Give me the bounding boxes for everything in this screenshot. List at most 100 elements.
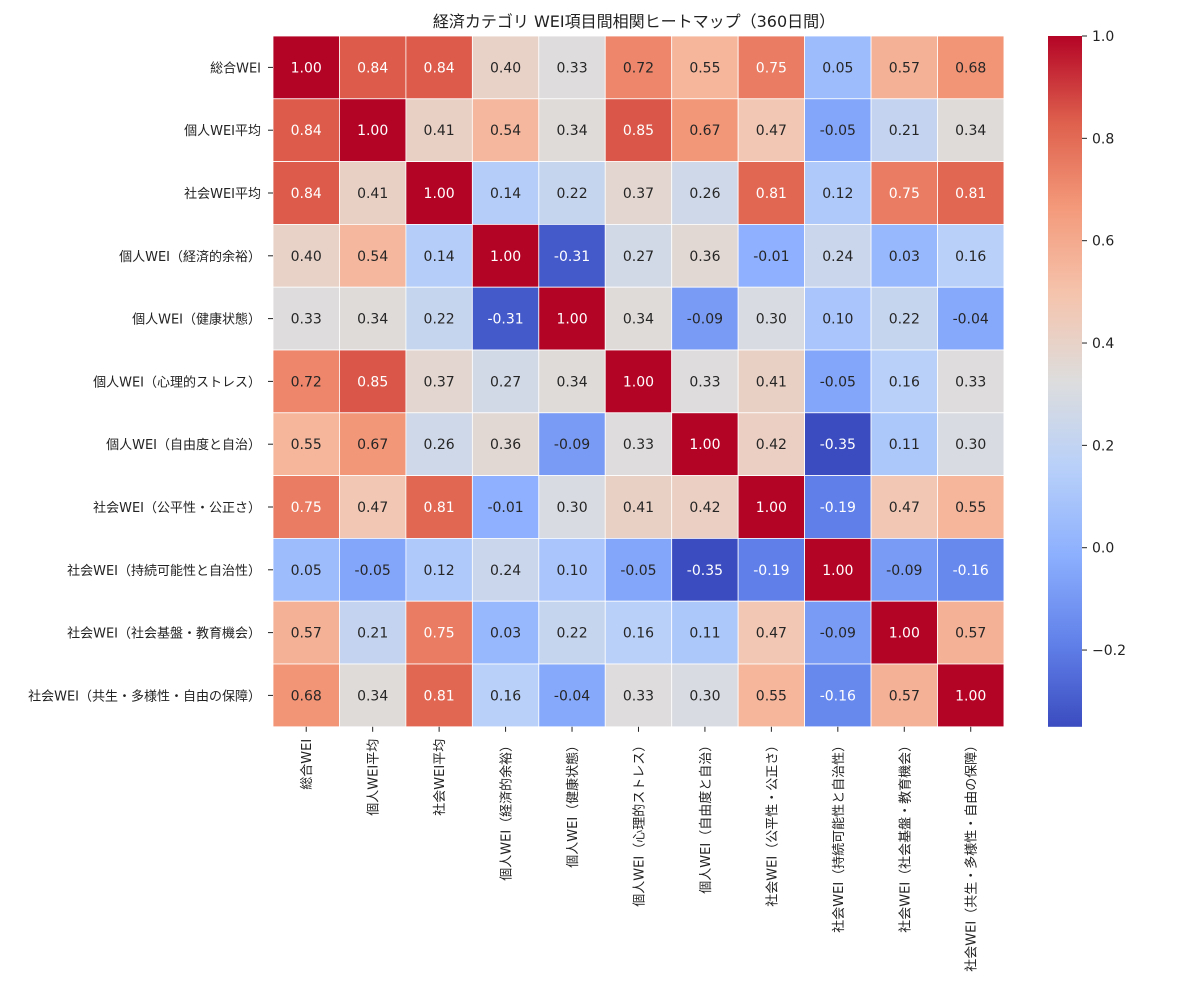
cell-value-label: 0.34: [623, 312, 654, 328]
cell-value-label: 0.21: [357, 626, 388, 642]
heatmap-cell: [937, 223, 1005, 288]
x-tick-label: 社会WEI（公平性・公正さ）: [764, 739, 780, 907]
heatmap-cell: [804, 663, 872, 728]
cell-value-label: 0.68: [955, 60, 986, 76]
cell-value-label: 0.12: [424, 563, 455, 579]
heatmap-cell: [272, 600, 340, 665]
heatmap-cell: [272, 538, 340, 602]
y-tick-label: 社会WEI（公平性・公正さ）: [93, 500, 261, 516]
heatmap-cell: [804, 538, 872, 602]
heatmap-cell: [538, 223, 606, 288]
heatmap-cell: [538, 475, 606, 539]
x-tick-label: 個人WEI（自由度と自治）: [698, 739, 714, 894]
heatmap-cell: [272, 161, 340, 225]
colorbar-gradient: [1048, 36, 1082, 727]
cell-value-label: 0.57: [955, 626, 986, 642]
cell-value-label: 0.34: [955, 123, 986, 139]
cell-value-label: 0.36: [689, 249, 720, 265]
heatmap-cell: [471, 35, 540, 100]
heatmap-cell: [804, 223, 872, 288]
heatmap-cell: [737, 538, 806, 602]
cell-value-label: 1.00: [490, 249, 521, 265]
cell-value-label: 0.33: [955, 374, 986, 390]
cell-value-label: 0.03: [490, 626, 521, 642]
heatmap-cell: [870, 475, 938, 539]
cell-value-label: -0.09: [687, 312, 723, 328]
colorbar-tick-label: 0.0: [1092, 541, 1114, 557]
cell-value-label: 0.57: [889, 60, 920, 76]
heatmap-cell: [604, 161, 673, 225]
heatmap-cell: [937, 538, 1005, 602]
cell-value-label: 0.42: [689, 500, 720, 516]
heatmap-cell: [405, 663, 473, 728]
cell-value-label: 0.54: [490, 123, 521, 139]
y-tick-label: 個人WEI平均: [184, 124, 261, 139]
cell-value-label: 0.57: [889, 688, 920, 704]
cell-value-label: 0.30: [556, 500, 587, 516]
heatmap-cell: [604, 412, 673, 476]
y-tick-label: 総合WEI: [210, 61, 261, 76]
x-tick-label: 個人WEI平均: [367, 739, 382, 816]
cell-value-label: 0.10: [822, 312, 853, 328]
cell-value-label: -0.09: [886, 563, 922, 579]
heatmap-cell: [604, 600, 673, 665]
heatmap-cell: [272, 286, 340, 351]
heatmap-cell: [937, 161, 1005, 225]
cell-value-label: -0.16: [953, 563, 989, 579]
heatmap-cell: [339, 475, 407, 539]
cell-value-label: 0.33: [689, 374, 720, 390]
heatmap-cell: [339, 663, 407, 728]
heatmap-cell: [405, 412, 473, 476]
cell-value-label: 0.11: [689, 626, 720, 642]
heatmap-cell: [937, 663, 1005, 728]
heatmap-cell: [671, 98, 739, 163]
colorbar-tick-label: 1.0: [1092, 29, 1114, 45]
heatmap-cell: [471, 475, 540, 539]
heatmap-cell: [405, 600, 473, 665]
cell-value-label: 0.75: [756, 60, 787, 76]
heatmap-cell: [671, 286, 739, 351]
y-tick-label: 社会WEI（持続可能性と自治性）: [67, 563, 261, 579]
heatmap-cell: [471, 412, 540, 476]
cell-value-label: 0.14: [490, 186, 521, 202]
cell-value-label: 0.67: [689, 123, 720, 139]
heatmap-cell: [604, 538, 673, 602]
colorbar-tick-label: 0.6: [1092, 234, 1114, 250]
cell-value-label: 0.84: [291, 186, 322, 202]
cell-value-label: 0.40: [291, 249, 322, 265]
heatmap-cell: [538, 35, 606, 100]
cell-value-label: 0.05: [291, 563, 322, 579]
cell-value-label: 1.00: [623, 374, 654, 390]
heatmap-cell: [737, 98, 806, 163]
cell-value-label: 0.22: [889, 312, 920, 328]
cell-value-label: 0.26: [424, 437, 455, 453]
heatmap-cell: [870, 98, 938, 163]
heatmap-cell: [737, 35, 806, 100]
x-tick-label: 社会WEI平均: [432, 739, 448, 816]
y-tick-label: 社会WEI（社会基盤・教育機会）: [67, 626, 261, 642]
cell-value-label: 0.57: [291, 626, 322, 642]
cell-value-label: -0.19: [753, 563, 789, 579]
heatmap-cell: [737, 475, 806, 539]
heatmap-cell: [737, 600, 806, 665]
heatmap-cell: [937, 35, 1005, 100]
heatmap-cell: [538, 98, 606, 163]
heatmap-cell: [937, 412, 1005, 476]
cell-value-label: -0.05: [820, 374, 856, 390]
cell-value-label: 0.37: [424, 374, 455, 390]
cell-value-label: 0.55: [955, 500, 986, 516]
cell-value-label: 0.33: [623, 437, 654, 453]
cell-value-label: 0.21: [889, 123, 920, 139]
heatmap-cell: [671, 475, 739, 539]
cell-value-label: 0.34: [357, 688, 388, 704]
cell-value-label: 0.30: [756, 312, 787, 328]
cell-value-label: 0.34: [556, 374, 587, 390]
cell-value-label: 0.26: [689, 186, 720, 202]
heatmap-cell: [405, 98, 473, 163]
cell-value-label: 0.55: [756, 688, 787, 704]
cell-value-label: 0.24: [490, 563, 521, 579]
cell-value-label: 0.33: [623, 688, 654, 704]
cell-value-label: 0.72: [623, 60, 654, 76]
cell-value-label: 0.84: [291, 123, 322, 139]
